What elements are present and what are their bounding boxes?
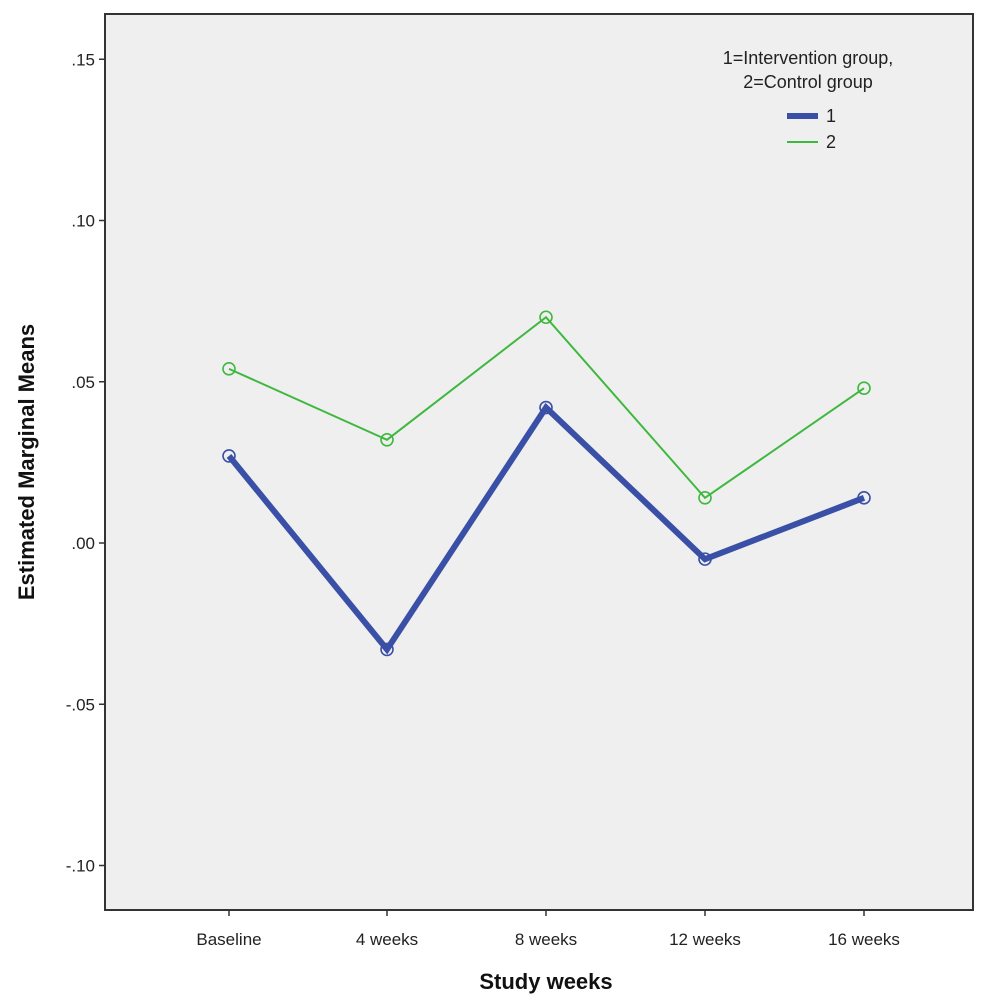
legend-label-series-2: 2 [826, 132, 836, 152]
y-tick-label: .10 [71, 212, 95, 231]
data-point-series-1 [857, 491, 871, 505]
data-point-series-2 [698, 491, 712, 505]
y-tick-label: -.10 [66, 857, 95, 876]
x-tick-label: 16 weeks [828, 930, 900, 949]
series-line-1 [226, 402, 866, 655]
x-tick-label: Baseline [196, 930, 261, 949]
legend: 1=Intervention group, 2=Control group 1 … [723, 48, 894, 152]
plot-area [104, 13, 974, 911]
series-line-2 [228, 315, 865, 500]
x-axis-title: Study weeks [479, 969, 612, 994]
data-point-series-1 [539, 400, 553, 415]
x-tick-label: 12 weeks [669, 930, 741, 949]
y-axis-title: Estimated Marginal Means [14, 324, 39, 600]
legend-label-series-1: 1 [826, 106, 836, 126]
data-point-series-1 [222, 449, 236, 463]
y-tick-label: -.05 [66, 695, 95, 714]
y-tick-label: .15 [71, 50, 95, 69]
legend-title-line-2: 2=Control group [743, 72, 873, 92]
data-point-series-1 [380, 642, 394, 657]
data-point-series-1 [698, 552, 712, 566]
data-point-series-2 [380, 432, 394, 447]
y-tick-label: .00 [71, 534, 95, 553]
y-tick-label: .05 [71, 373, 95, 392]
y-axis: .15 .10 .05 .00 -.05 -.10 [66, 50, 105, 876]
series-layer [222, 310, 871, 657]
data-point-series-2 [222, 362, 236, 376]
x-tick-label: 4 weeks [356, 930, 418, 949]
legend-title-line-1: 1=Intervention group, [723, 48, 894, 68]
x-axis: Baseline 4 weeks 8 weeks 12 weeks 16 weeks [196, 910, 900, 949]
data-point-series-2 [539, 310, 553, 325]
data-point-series-2 [857, 381, 871, 396]
x-tick-label: 8 weeks [515, 930, 577, 949]
